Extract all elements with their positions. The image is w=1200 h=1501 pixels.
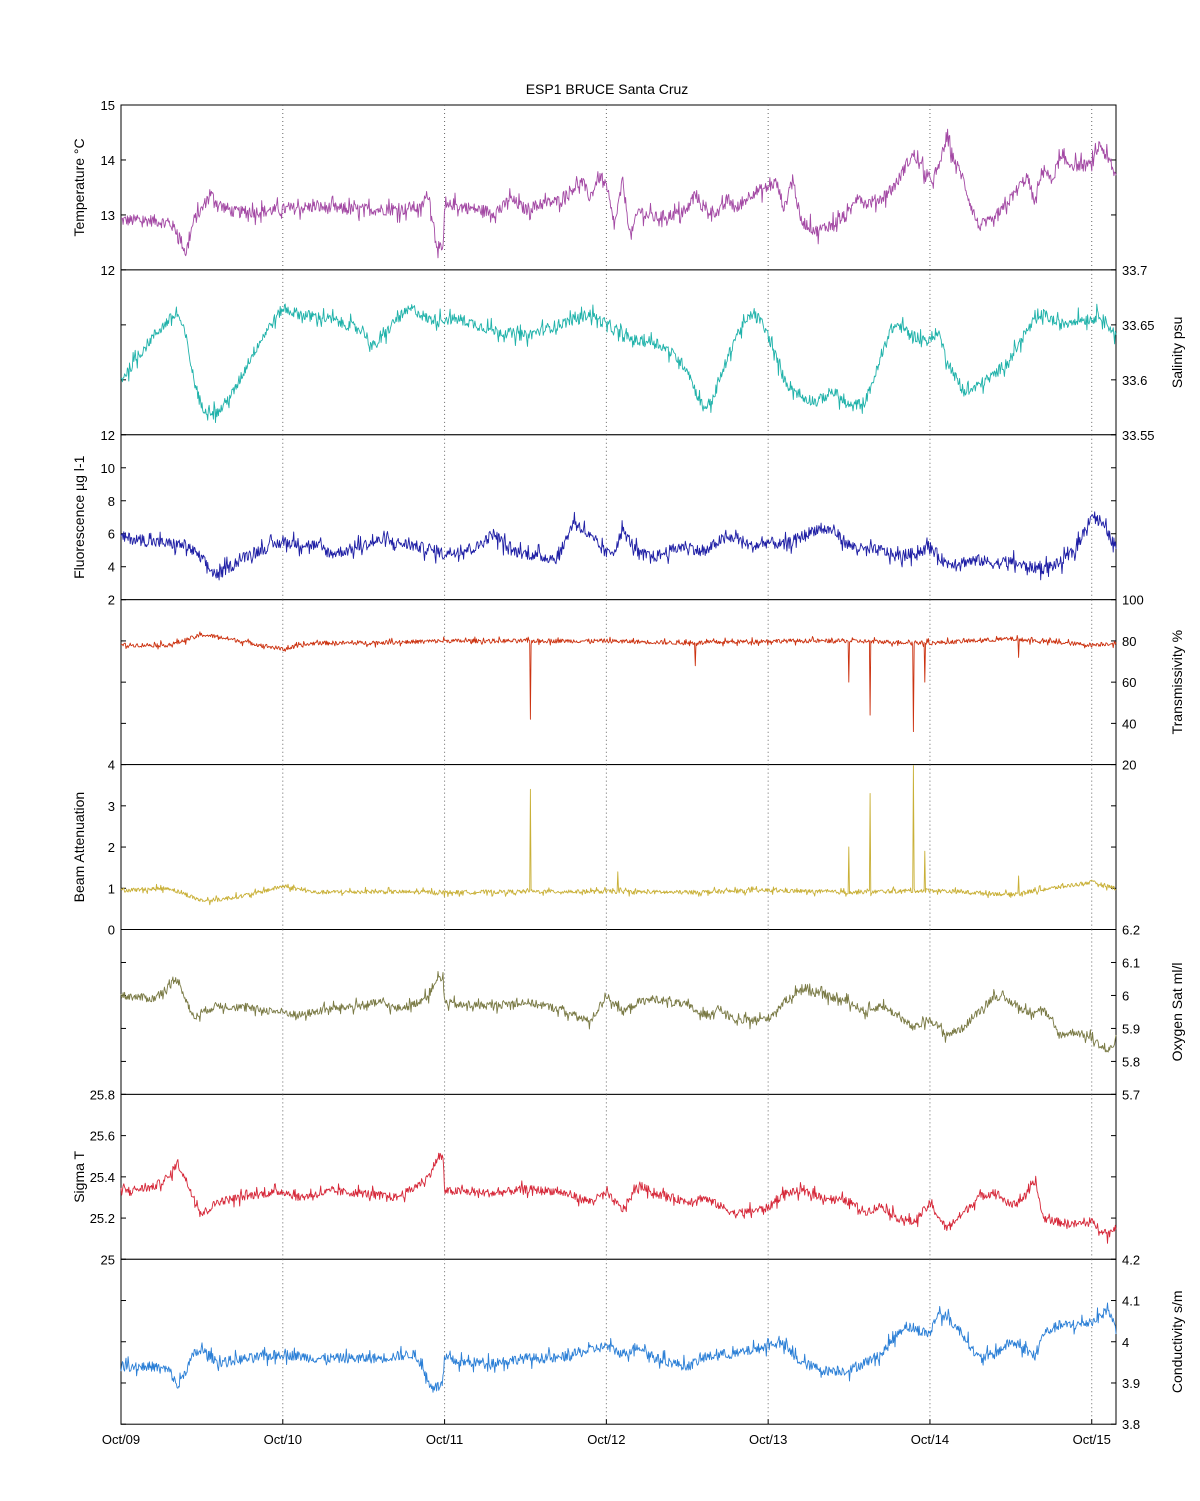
series-line-transmissivity: [121, 631, 1117, 733]
x-tick-label: Oct/11: [426, 1432, 463, 1447]
y-tick-label: 6: [1122, 988, 1129, 1003]
series-line-beam_attenuation: [120, 765, 1117, 906]
panel-transmissivity: 20 40 60 80 100 Transmissivity %: [120, 593, 1185, 773]
y-tick-label: 5.7: [1122, 1087, 1140, 1102]
y-axis-label: Oxygen Sat ml/l: [1169, 963, 1185, 1062]
y-axis-label: Beam Attenuation: [71, 792, 87, 903]
y-tick-label: 40: [1122, 716, 1136, 731]
panel-frame: [120, 1258, 1117, 1425]
series-line-oxygen_sat: [120, 970, 1117, 1053]
panel-sigma_t: 25 25.2 25.4 25.6 25.8 Sigma T: [71, 1087, 1117, 1267]
y-axis-label: Conductivity s/m: [1169, 1290, 1185, 1393]
y-tick-label: 3.8: [1122, 1417, 1140, 1432]
y-axis-label: Sigma T: [71, 1150, 87, 1202]
y-tick-label: 6.2: [1122, 923, 1140, 938]
y-tick-label: 8: [108, 494, 115, 509]
panel-frame: [120, 764, 1117, 930]
y-tick-label: 25.2: [90, 1211, 115, 1226]
y-axis-label: Fluorescence µg l-1: [71, 455, 87, 578]
y-tick-label: 100: [1122, 593, 1144, 608]
x-tick-label: Oct/15: [1073, 1432, 1111, 1447]
y-tick-label: 80: [1122, 634, 1136, 649]
panel-frame: [120, 434, 1117, 601]
panel-frame: [120, 104, 1117, 271]
y-tick-label: 25: [101, 1252, 115, 1267]
y-axis-label: Salinity psu: [1169, 317, 1185, 389]
y-tick-label: 10: [101, 461, 115, 476]
y-tick-label: 15: [101, 98, 115, 113]
y-tick-label: 3: [108, 799, 115, 814]
y-tick-label: 12: [101, 428, 115, 443]
y-tick-label: 20: [1122, 758, 1136, 773]
y-tick-label: 5.9: [1122, 1021, 1140, 1036]
y-axis-label: Temperature °C: [71, 138, 87, 236]
x-tick-label: Oct/09: [102, 1432, 140, 1447]
series-line-conductivity: [120, 1302, 1117, 1393]
x-tick-label: Oct/10: [264, 1432, 302, 1447]
y-tick-label: 33.65: [1122, 318, 1155, 333]
y-tick-label: 13: [101, 208, 115, 223]
y-tick-label: 2: [108, 840, 115, 855]
series-line-sigma_t: [120, 1152, 1117, 1244]
y-tick-label: 33.55: [1122, 428, 1155, 443]
chart-title: ESP1 BRUCE Santa Cruz: [526, 81, 689, 97]
y-tick-label: 4.2: [1122, 1252, 1140, 1267]
panel-frame: [120, 1093, 1117, 1260]
y-tick-label: 0: [108, 923, 115, 938]
y-tick-label: 14: [101, 153, 115, 168]
y-tick-label: 2: [108, 593, 115, 608]
y-tick-label: 3.9: [1122, 1376, 1140, 1391]
y-tick-label: 5.8: [1122, 1054, 1140, 1069]
x-tick-label: Oct/14: [911, 1432, 949, 1447]
panel-beam_attenuation: 0 1 2 3 4 Beam Attenuation: [71, 758, 1117, 938]
y-tick-label: 25.6: [90, 1129, 115, 1144]
y-tick-label: 33.6: [1122, 373, 1147, 388]
x-tick-label: Oct/12: [587, 1432, 625, 1447]
series-line-temperature: [120, 128, 1117, 259]
y-tick-label: 6: [108, 527, 115, 542]
series-line-salinity: [120, 303, 1117, 424]
panel-frame: [120, 929, 1117, 1095]
series-line-fluorescence: [120, 511, 1117, 581]
y-axis-label: Transmissivity %: [1169, 630, 1185, 735]
y-tick-label: 60: [1122, 675, 1136, 690]
panel-oxygen_sat: 5.7 5.8 5.9 6 6.1 6.2 Oxygen Sat ml/l: [120, 923, 1185, 1102]
panel-frame: [120, 269, 1117, 436]
y-tick-label: 33.7: [1122, 263, 1147, 278]
panel-conductivity: 3.8 3.9 4 4.1 4.2 Conductivity s/m: [120, 1252, 1185, 1432]
y-tick-label: 6.1: [1122, 955, 1140, 970]
panel-temperature: 12 13 14 15 Temperature °C: [71, 98, 1117, 278]
y-tick-label: 4: [108, 758, 115, 773]
x-tick-label: Oct/13: [749, 1432, 787, 1447]
panel-fluorescence: 2 4 6 8 10 12 Fluorescence µg l-1: [71, 428, 1117, 608]
y-tick-label: 4.1: [1122, 1294, 1140, 1309]
y-tick-label: 4: [108, 560, 115, 575]
y-tick-label: 4: [1122, 1335, 1129, 1350]
y-tick-label: 1: [108, 881, 115, 896]
y-tick-label: 12: [101, 263, 115, 278]
y-tick-label: 25.8: [90, 1087, 115, 1102]
panel-salinity: 33.55 33.6 33.65 33.7 Salinity psu: [120, 263, 1185, 443]
y-tick-label: 25.4: [90, 1170, 115, 1185]
panel-frame: [120, 599, 1117, 766]
